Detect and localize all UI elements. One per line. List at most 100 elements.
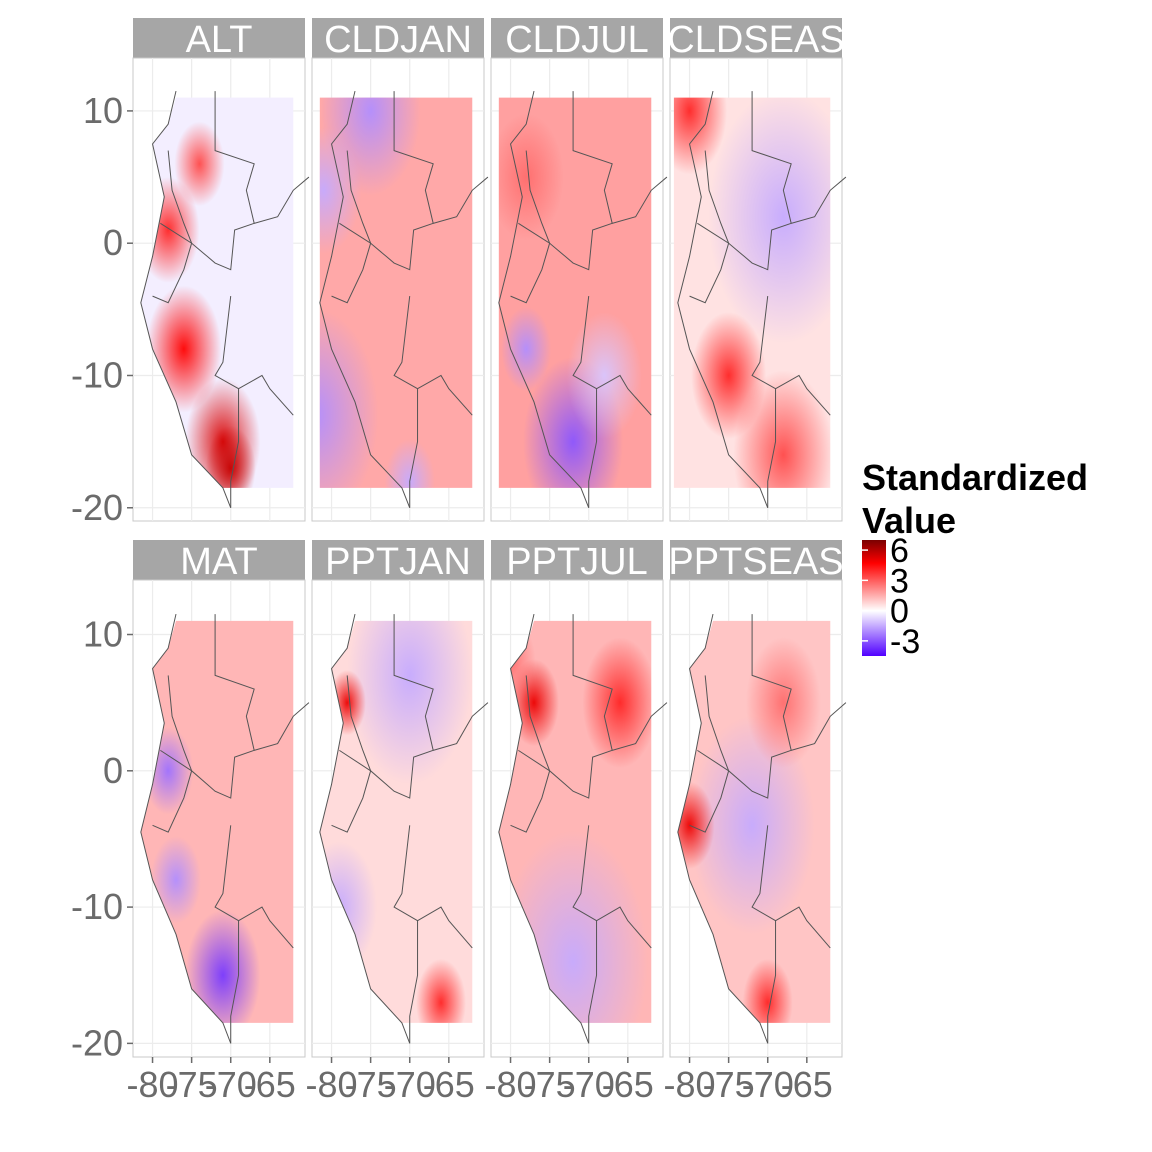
country-border — [596, 906, 652, 949]
country-border — [238, 374, 294, 416]
raster-feature — [673, 97, 728, 175]
country-border — [254, 702, 310, 751]
country-border — [331, 749, 372, 833]
country-border — [331, 222, 372, 304]
raster-feature — [582, 637, 652, 769]
country-border — [612, 702, 668, 751]
country-border — [167, 614, 255, 799]
country-border — [152, 749, 193, 833]
y-tick-label: -20 — [71, 1022, 123, 1063]
raster-feature — [501, 306, 552, 392]
country-border — [775, 374, 831, 416]
legend-colorbar — [862, 540, 886, 656]
country-border — [510, 749, 551, 833]
country-border — [791, 702, 847, 751]
x-tick-label: -65 — [602, 1064, 654, 1105]
country-border — [775, 906, 831, 949]
facet-strip-mat — [133, 540, 305, 580]
x-tick-label: -70 — [742, 1064, 794, 1105]
raster-feature — [150, 836, 202, 924]
raster-feature — [174, 121, 225, 207]
facet-panel-pptjan: PPTJAN — [311, 540, 489, 1058]
x-tick-label: -75 — [345, 1064, 397, 1105]
borders-pptseas — [677, 613, 847, 1044]
facet-panel-pptjul: PPTJUL — [490, 540, 668, 1058]
raster-feature — [742, 958, 793, 1023]
raster-feature — [319, 126, 362, 254]
raster-feature — [733, 370, 831, 488]
facet-strip-cldseas — [670, 18, 842, 58]
legend-tick-label: 0 — [890, 593, 909, 631]
facet-strip-alt — [133, 18, 305, 58]
borders-alt — [140, 90, 310, 508]
country-border — [433, 176, 489, 224]
raster-feature — [205, 425, 256, 488]
facet-panel-cldjul: CLDJUL — [490, 18, 668, 522]
x-tick-label: -65 — [781, 1064, 833, 1105]
borders-mat — [140, 613, 310, 1044]
country-border — [704, 614, 792, 799]
country-border — [433, 702, 489, 751]
country-border — [525, 614, 613, 799]
legend-ticks: 630-3 — [862, 532, 920, 661]
country-border — [346, 614, 434, 799]
x-tick-label: -65 — [244, 1064, 296, 1105]
borders-cldjul — [498, 90, 668, 508]
raster-feature — [319, 309, 379, 488]
country-border — [238, 906, 294, 949]
facet-panel-pptseas: PPTSEAS — [668, 540, 847, 1058]
coastline — [140, 90, 232, 508]
facet-strip-pptjul — [491, 540, 663, 580]
y-tick-label: -10 — [71, 354, 123, 395]
x-tick-label: -80 — [127, 1064, 179, 1105]
y-tick-label: 0 — [103, 750, 123, 791]
color-legend: Standardized Value 630-3 — [862, 457, 1088, 661]
facet-panels: ALT CLDJAN CLDJUL CLDSEAS MAT PPTJAN PPTJUL PPT… — [132, 18, 847, 1058]
facet-label-cldjul: CLDJUL — [505, 19, 649, 61]
facet-strip-cldjan — [312, 18, 484, 58]
facet-label-pptseas: PPTSEAS — [668, 541, 843, 583]
legend-title-line2: Value — [862, 500, 956, 541]
raster-feature — [745, 637, 821, 769]
raster-feature — [415, 958, 467, 1023]
country-border — [214, 296, 240, 508]
facet-label-pptjul: PPTJUL — [506, 541, 647, 583]
x-tick-label: -70 — [384, 1064, 436, 1105]
y-tick-label: 10 — [83, 90, 123, 131]
country-border — [393, 296, 419, 508]
borders-cldseas — [677, 90, 847, 508]
facet-label-mat: MAT — [180, 541, 257, 583]
x-tick-label: -75 — [166, 1064, 218, 1105]
country-border — [393, 825, 419, 1044]
facet-panel-mat: MAT — [132, 540, 310, 1058]
coastline — [498, 90, 590, 508]
raster-feature — [347, 620, 473, 785]
country-border — [417, 906, 473, 949]
country-border — [346, 91, 434, 271]
facet-label-pptjan: PPTJAN — [325, 541, 471, 583]
y-tick-label: -10 — [71, 886, 123, 927]
raster-cldjul — [498, 97, 652, 488]
x-tick-label: -75 — [703, 1064, 755, 1105]
coastline — [677, 613, 769, 1044]
country-border — [417, 374, 473, 416]
borders-cldjan — [319, 90, 489, 508]
country-border — [612, 176, 668, 224]
raster-feature — [689, 716, 815, 935]
legend-tick-label: -3 — [890, 623, 920, 661]
facet-strip-cldjul — [491, 18, 663, 58]
legend-tick-label: 6 — [890, 532, 909, 570]
coastline — [677, 90, 769, 508]
raster-feature — [708, 97, 831, 344]
facet-label-alt: ALT — [186, 19, 253, 61]
country-border — [572, 825, 598, 1044]
country-border — [525, 91, 613, 271]
coastline — [319, 90, 411, 508]
raster-cldjan — [319, 97, 473, 488]
facet-label-cldjan: CLDJAN — [324, 19, 472, 61]
coastline — [319, 613, 411, 1044]
country-border — [596, 374, 652, 416]
legend-title-line1: Standardized — [862, 457, 1088, 498]
x-tick-label: -75 — [524, 1064, 576, 1105]
